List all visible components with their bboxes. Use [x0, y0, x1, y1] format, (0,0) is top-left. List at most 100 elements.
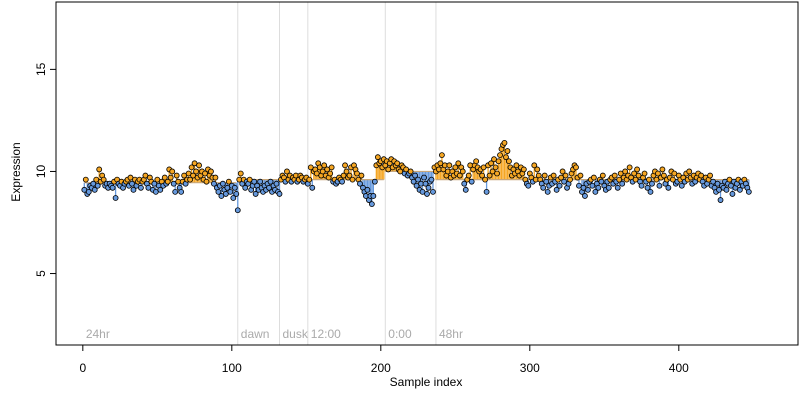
data-point	[421, 174, 427, 181]
data-point	[656, 182, 663, 189]
data-point	[531, 162, 538, 169]
data-point	[686, 168, 693, 175]
data-point	[237, 170, 244, 177]
data-point	[327, 170, 334, 177]
data-point	[567, 176, 573, 183]
data-point	[605, 184, 612, 191]
data-point	[321, 162, 328, 169]
data-point	[430, 188, 436, 195]
data-point	[659, 166, 666, 173]
data-point	[267, 178, 274, 185]
data-point	[495, 158, 502, 165]
data-point	[729, 191, 736, 197]
data-point	[599, 172, 606, 179]
data-point	[94, 182, 101, 189]
data-point	[306, 176, 313, 183]
data-point	[230, 195, 237, 201]
data-point	[646, 176, 652, 183]
data-point	[438, 152, 445, 159]
data-point	[641, 170, 648, 177]
data-point	[459, 168, 466, 175]
data-point	[543, 178, 550, 185]
data-point	[233, 191, 240, 197]
data-point	[96, 166, 103, 173]
data-point	[544, 188, 551, 195]
data-point	[520, 166, 527, 173]
segment-label: dawn	[241, 327, 270, 341]
data-point	[188, 164, 195, 171]
data-point	[371, 178, 378, 185]
data-point	[626, 164, 633, 171]
data-point	[678, 182, 685, 189]
data-point	[161, 174, 168, 181]
data-point	[374, 154, 381, 161]
x-tick-label: 100	[222, 361, 242, 375]
data-point	[346, 172, 353, 179]
data-point	[562, 172, 569, 179]
data-point	[172, 188, 179, 195]
data-point	[193, 168, 199, 175]
data-point	[85, 188, 92, 195]
data-point	[649, 180, 655, 187]
data-point	[462, 186, 469, 193]
data-point	[590, 174, 597, 181]
data-point	[647, 188, 654, 195]
data-point	[164, 178, 171, 185]
x-tick-label: 400	[669, 361, 689, 375]
data-point	[167, 174, 174, 181]
data-point	[364, 186, 371, 193]
data-point	[525, 182, 532, 189]
data-point	[178, 188, 185, 195]
data-point	[415, 176, 421, 183]
data-point	[483, 188, 490, 195]
y-tick-label: 10	[34, 164, 48, 178]
data-point	[455, 160, 462, 167]
data-point	[506, 158, 512, 165]
data-point	[368, 201, 375, 208]
data-point	[736, 186, 743, 193]
data-point	[357, 180, 363, 187]
data-point	[468, 178, 475, 185]
data-point	[585, 186, 591, 193]
data-point	[619, 180, 626, 187]
data-point	[553, 186, 560, 193]
data-point	[227, 188, 234, 195]
data-point	[501, 139, 508, 146]
data-point	[91, 186, 98, 193]
data-point	[208, 168, 214, 175]
data-point	[488, 160, 494, 167]
data-point	[479, 172, 486, 179]
data-point	[349, 176, 356, 183]
data-point	[225, 178, 232, 185]
data-point	[707, 172, 713, 179]
data-point	[541, 172, 548, 179]
data-point	[461, 180, 468, 187]
data-point	[494, 170, 500, 177]
data-point	[503, 154, 509, 161]
segment-label: 24hr	[86, 327, 110, 341]
data-point	[582, 193, 588, 199]
data-point	[638, 182, 645, 189]
data-point	[428, 176, 435, 183]
data-point	[234, 207, 241, 214]
data-point	[655, 170, 661, 177]
data-point	[424, 191, 430, 197]
data-point	[550, 172, 557, 179]
data-point	[252, 191, 259, 197]
data-point	[497, 152, 503, 159]
data-point	[456, 172, 463, 179]
data-point	[540, 184, 547, 191]
data-point	[343, 168, 350, 175]
data-point	[665, 184, 672, 191]
data-point	[504, 148, 511, 154]
data-point	[634, 166, 640, 173]
y-axis: 5 10 15	[34, 62, 57, 277]
segment-label: dusk	[282, 327, 308, 341]
segment-labels: 24hr dawn dusk 12:00 0:00 48hr	[86, 327, 463, 341]
data-point	[598, 178, 605, 185]
segment-label: 12:00	[311, 327, 341, 341]
data-point	[446, 162, 453, 169]
data-point	[452, 164, 459, 171]
data-point	[257, 178, 264, 185]
data-point	[212, 174, 219, 181]
